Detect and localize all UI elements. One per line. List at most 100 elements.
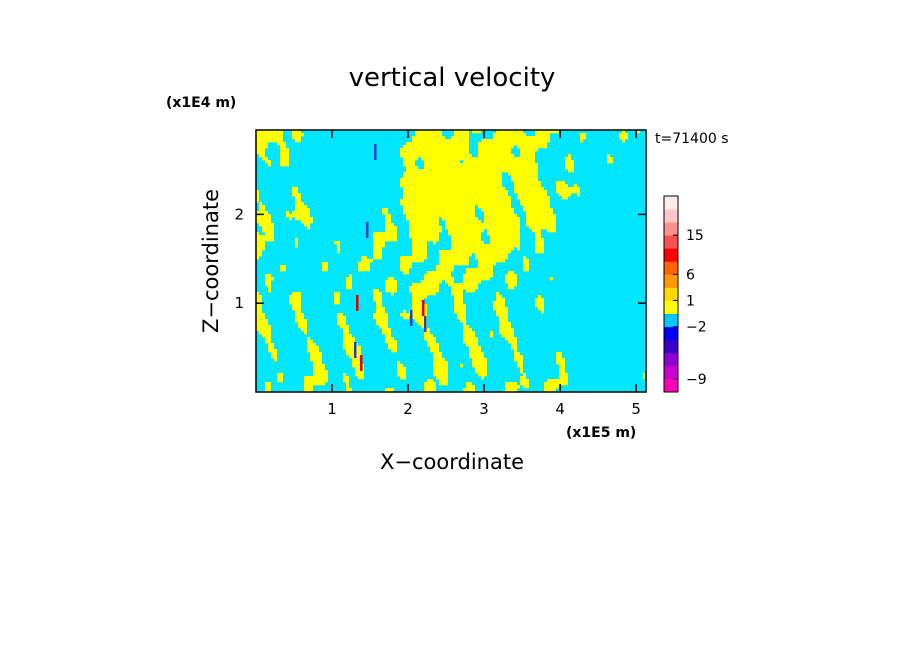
field-cell xyxy=(334,301,340,305)
field-cell xyxy=(343,328,349,332)
field-cell xyxy=(337,247,340,251)
field-cell xyxy=(499,319,508,323)
field-cell xyxy=(292,190,298,194)
field-cell xyxy=(487,229,520,233)
field-cell xyxy=(496,130,523,134)
field-cell xyxy=(337,322,346,326)
field-cell xyxy=(292,292,301,296)
x-tick-label: 1 xyxy=(327,400,337,418)
field-cell xyxy=(373,238,397,242)
field-cell xyxy=(433,373,448,377)
field-cell xyxy=(466,289,475,293)
field-cell xyxy=(433,367,448,371)
field-cell xyxy=(352,358,361,362)
field-cell xyxy=(514,184,541,188)
field-cell xyxy=(469,355,484,359)
field-cell xyxy=(619,136,628,140)
field-cell xyxy=(295,313,304,317)
field-cell xyxy=(373,292,382,296)
field-cell xyxy=(517,361,523,365)
field-cell xyxy=(403,172,502,176)
field-cell xyxy=(559,367,565,371)
field-cell xyxy=(289,301,301,305)
field-cell xyxy=(334,292,340,296)
field-cell xyxy=(286,211,289,215)
field-cell xyxy=(526,217,556,221)
field-cell xyxy=(343,337,355,341)
field-cell xyxy=(409,310,427,314)
field-cell xyxy=(379,325,388,329)
field-cell xyxy=(424,328,430,332)
field-cell xyxy=(334,295,340,299)
field-cell xyxy=(508,283,517,287)
field-cell xyxy=(403,175,502,179)
field-cell xyxy=(280,148,289,152)
field-cell xyxy=(385,334,391,338)
field-cell xyxy=(289,298,301,302)
field-cell xyxy=(415,133,442,137)
colorbar-level xyxy=(664,261,678,275)
field-cell xyxy=(400,313,427,317)
field-cell xyxy=(310,352,322,356)
field-cell xyxy=(490,241,520,245)
field-cell xyxy=(622,139,625,143)
field-cell xyxy=(334,241,340,245)
field-cell xyxy=(556,352,562,356)
field-cell xyxy=(382,331,391,335)
field-cell xyxy=(376,307,385,311)
field-cell xyxy=(427,271,451,275)
field-cell xyxy=(643,376,646,380)
field-cell xyxy=(292,133,304,137)
field-cell xyxy=(268,349,277,353)
field-cell xyxy=(409,286,439,290)
field-cell xyxy=(559,193,571,197)
field-cell xyxy=(412,292,436,296)
colorbar-level xyxy=(664,209,678,223)
field-cell xyxy=(406,169,538,173)
field-cell xyxy=(607,154,610,158)
field-cell xyxy=(508,286,514,290)
field-cell xyxy=(400,148,469,152)
field-cell xyxy=(355,373,364,377)
field-cell xyxy=(499,316,508,320)
field-cell xyxy=(280,265,286,269)
field-cell xyxy=(304,376,328,380)
field-cell xyxy=(265,340,271,344)
field-cell xyxy=(490,334,493,338)
field-cell xyxy=(535,133,550,137)
field-cell xyxy=(409,289,439,293)
field-cell xyxy=(385,280,397,284)
colorbar-level xyxy=(664,235,678,249)
field-cell xyxy=(400,178,502,182)
x-tick-label: 2 xyxy=(403,400,413,418)
field-cell xyxy=(541,310,544,314)
field-cell xyxy=(457,313,466,317)
field-cell xyxy=(559,370,565,374)
field-cell xyxy=(439,256,469,260)
field-cell xyxy=(520,382,529,386)
field-cell xyxy=(448,283,478,287)
colorbar-frame xyxy=(663,195,679,393)
field-cell xyxy=(580,136,586,140)
field-cell xyxy=(358,376,364,380)
strong-velocity-filament xyxy=(422,300,425,316)
field-cell xyxy=(454,295,463,299)
colorbar-level xyxy=(664,352,678,367)
field-cell xyxy=(619,133,628,137)
colorbar-tick-label: 1 xyxy=(686,294,695,310)
field-cell xyxy=(385,283,397,287)
field-cell xyxy=(493,133,526,137)
field-cell xyxy=(466,271,493,275)
field-cell xyxy=(439,259,469,263)
colorbar-level xyxy=(664,196,678,210)
field-cell xyxy=(457,316,466,320)
field-cell xyxy=(472,358,487,362)
field-cell xyxy=(256,148,265,152)
field-cell xyxy=(403,163,415,167)
field-cell xyxy=(388,277,394,281)
field-cell xyxy=(292,130,301,134)
field-cell xyxy=(568,169,574,173)
field-cell xyxy=(322,262,328,266)
